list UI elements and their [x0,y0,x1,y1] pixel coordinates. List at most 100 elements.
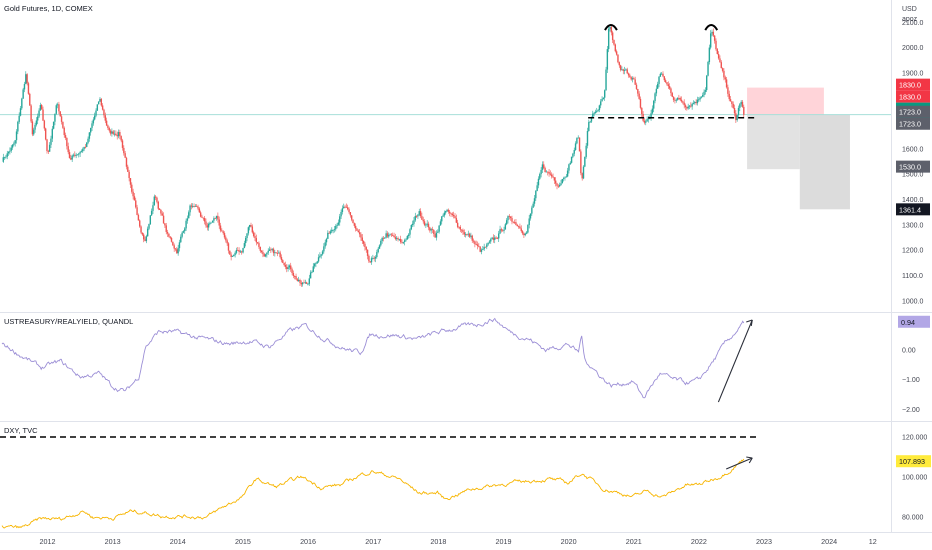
gold-candle-body [337,222,340,225]
gold-candle-body [345,206,348,208]
gold-candle-body [411,223,414,225]
dxy-trend-arrow[interactable] [726,457,753,470]
stop-loss-zone[interactable] [747,87,824,115]
gold-candle-body [248,224,251,228]
gold-candle-body [402,241,405,243]
gold-candle-body [307,283,309,285]
gold-candle-body [474,241,476,245]
gold-candle-body [115,133,117,135]
realyield-legend-title[interactable]: USTREASURY/REALYIELD, QUANDL [4,317,133,326]
gold-candle-body [467,233,469,235]
gold-candle-body [725,79,728,88]
gold-candle-body [227,243,230,251]
gold-candle-body [221,230,223,232]
gold-candle-body [158,208,161,210]
gold-candle-body [325,238,328,243]
gold-candle-body [133,196,136,201]
gold-candle-body [320,254,322,256]
gold-candle-body [585,145,587,157]
gold-candle-body [445,210,447,213]
pattern-annotations[interactable] [588,24,757,119]
gold-candle-body [388,234,390,237]
gold-candle-body [303,282,305,284]
gold-candle-body [709,33,712,48]
gold-candle-body [615,51,618,55]
gold-candle-body [95,110,97,116]
price-label-level-text: 1530.0 [899,163,921,172]
gold-tick-label: 1900.0 [902,70,924,77]
gold-candle-body [443,212,446,216]
time-tick-label: 2022 [691,537,707,546]
gold-candle-body [741,101,744,107]
gold-candle-body [662,73,664,77]
gold-candle-body [590,117,593,122]
time-tick-label: 2012 [40,537,56,546]
gold-candle-body [276,253,279,254]
gold-candle-body [230,254,232,257]
gold-candle-body [415,215,418,217]
gold-candle-body [198,208,201,213]
gold-candle-body [250,224,252,227]
gold-candle-body [690,105,692,107]
gold-candle-body [702,94,704,97]
gold-candle-body [180,236,182,243]
gold-candle-body [691,103,693,107]
gold-candle-body [421,216,423,220]
gold-candle-body [478,245,480,247]
gold-candle-body [708,47,711,63]
time-tick-label: 2021 [626,537,642,546]
gold-candle-body [472,240,475,242]
realyield-trend-arrow[interactable] [717,319,753,403]
gold-candle-body [169,236,171,238]
gold-legend-title[interactable]: Gold Futures, 1D, COMEX [4,4,93,13]
gold-candle-body [328,232,330,234]
price-label-level: 1530.0 [896,160,930,173]
dxy-legend-title[interactable]: DXY, TVC [4,426,38,435]
dxy-tick-label: 80.000 [902,515,924,522]
gold-candle-body [258,243,260,247]
gold-candle-body [719,58,721,63]
gold-candle-body [264,254,267,257]
gold-candle-body [101,105,104,110]
gold-candle-body [670,88,672,94]
gold-candle-body [512,221,514,223]
gold-candle-body [72,154,75,156]
gold-candle-body [172,241,174,246]
gold-candle-body [403,240,406,242]
gold-candle-body [610,27,613,33]
gold-candle-body [442,215,444,217]
dxy-pane [0,436,757,529]
top-arc[interactable] [704,24,719,31]
gold-candle-body [21,98,23,109]
target-zone-1[interactable] [747,114,800,170]
scale-mode-label[interactable]: apoz [902,16,918,23]
gold-candle-body [361,237,363,241]
gold-candle-body [576,138,578,144]
top-arc[interactable] [604,24,618,31]
gold-candle-body [336,224,338,226]
gold-candle-body [25,74,27,84]
gold-candle-body [554,180,557,184]
gold-candle-body [683,102,685,106]
gold-candle-body [93,115,96,120]
dxy-last-value: 107.893 [896,455,931,468]
gold-candle-body [376,252,378,258]
gold-candle-body [233,255,235,257]
gold-candle-body [580,151,582,174]
gold-candle-body [71,155,73,160]
gold-candle-body [22,89,24,99]
target-zone-2[interactable] [799,114,850,210]
gold-candle-body [414,215,416,221]
gold-candle-body [646,119,648,122]
realyield-last-value-text: 0.94 [901,318,915,327]
gold-candle-body [464,234,467,236]
gold-candle-body [209,222,211,224]
gold-candle-body [490,239,492,242]
gold-candle-body [5,156,7,158]
gold-candle-body [676,97,679,100]
gold-candle-body [454,216,456,219]
realyield-arrowhead [746,319,753,327]
gold-candle-body [523,233,525,236]
gold-candle-body [222,231,224,234]
